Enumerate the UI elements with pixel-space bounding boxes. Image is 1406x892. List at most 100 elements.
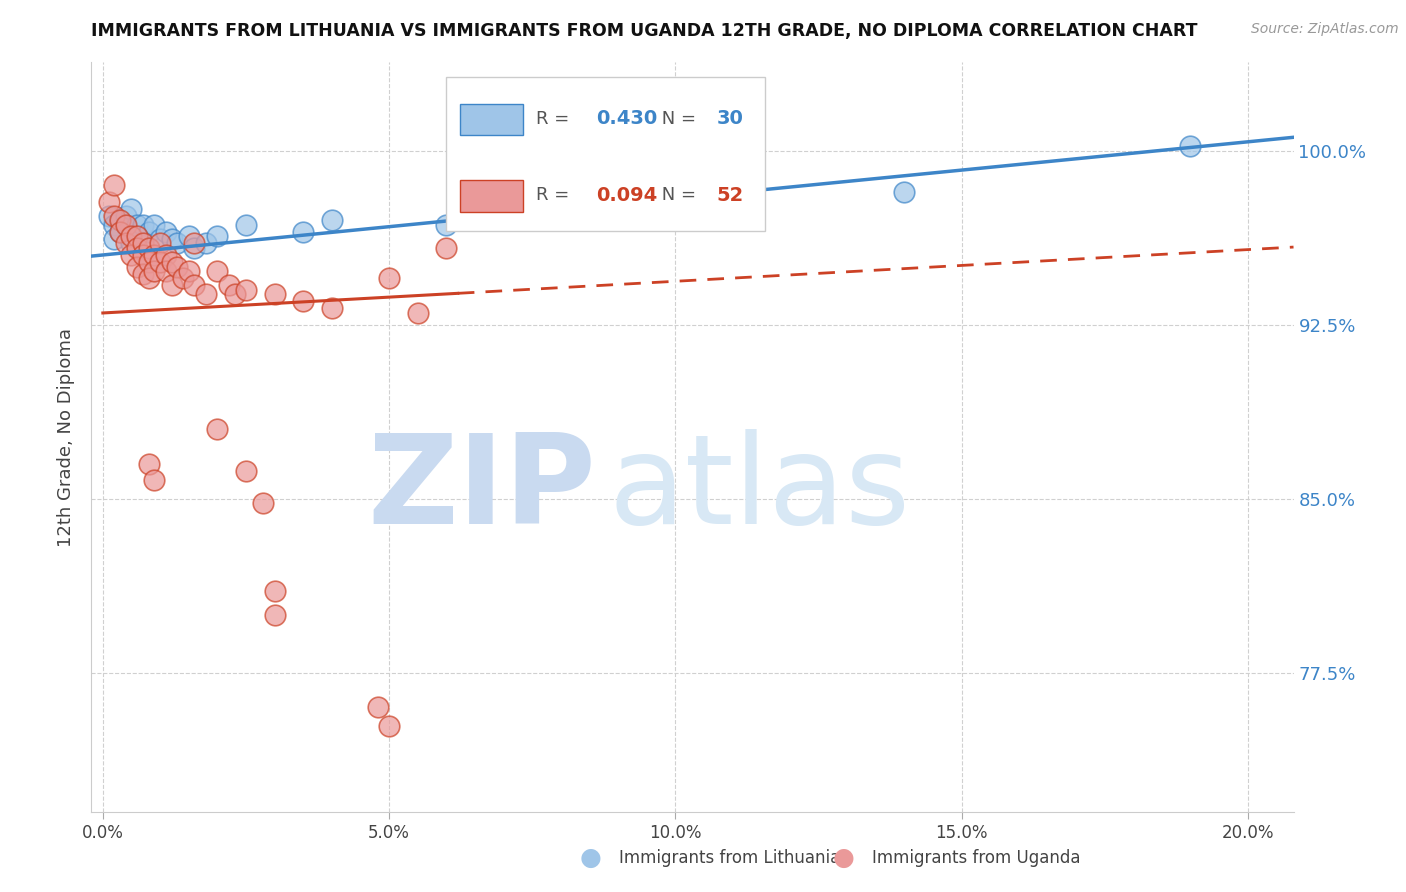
Point <box>155 264 177 278</box>
Point <box>127 260 149 274</box>
Point <box>97 194 120 209</box>
FancyBboxPatch shape <box>446 78 765 231</box>
Point <box>127 218 149 232</box>
Point <box>367 700 389 714</box>
Point <box>292 294 315 309</box>
Point <box>114 209 136 223</box>
Text: ●: ● <box>579 847 602 870</box>
Text: 30: 30 <box>717 109 744 128</box>
Point <box>149 255 172 269</box>
Point <box>172 271 194 285</box>
Point <box>132 248 155 262</box>
Point <box>434 218 457 232</box>
Text: IMMIGRANTS FROM LITHUANIA VS IMMIGRANTS FROM UGANDA 12TH GRADE, NO DIPLOMA CORRE: IMMIGRANTS FROM LITHUANIA VS IMMIGRANTS … <box>91 22 1198 40</box>
Point <box>235 464 257 478</box>
Point <box>434 241 457 255</box>
Point <box>321 301 343 316</box>
Point <box>378 271 401 285</box>
Point <box>97 209 120 223</box>
Text: atlas: atlas <box>609 429 911 550</box>
Point <box>149 232 172 246</box>
Point <box>263 584 285 599</box>
Point <box>108 225 131 239</box>
Point <box>252 496 274 510</box>
Point <box>108 213 131 227</box>
Text: ZIP: ZIP <box>367 429 596 550</box>
Point <box>263 287 285 301</box>
Point <box>143 248 166 262</box>
Point <box>406 306 429 320</box>
Point <box>464 194 486 209</box>
Point <box>218 278 240 293</box>
Text: 52: 52 <box>717 186 744 204</box>
Point <box>155 225 177 239</box>
Point <box>664 202 686 216</box>
Point <box>321 213 343 227</box>
Point <box>160 278 183 293</box>
Point <box>207 264 229 278</box>
Point <box>893 186 915 200</box>
Point <box>160 232 183 246</box>
Point <box>194 287 217 301</box>
Point <box>120 236 143 251</box>
Text: N =: N = <box>657 186 702 204</box>
Point <box>103 232 125 246</box>
Point <box>132 218 155 232</box>
Point <box>378 719 401 733</box>
Point <box>149 236 172 251</box>
Text: 0.430: 0.430 <box>596 109 658 128</box>
Point <box>292 225 315 239</box>
Point <box>194 236 217 251</box>
Bar <box>460 180 523 211</box>
Point <box>155 248 177 262</box>
Bar <box>460 103 523 135</box>
Point <box>120 248 143 262</box>
Point <box>103 218 125 232</box>
Point <box>235 283 257 297</box>
Point <box>263 607 285 622</box>
Point <box>127 229 149 244</box>
Point <box>114 236 136 251</box>
Point <box>207 229 229 244</box>
Point <box>177 229 200 244</box>
Point <box>108 213 131 227</box>
Point <box>127 241 149 255</box>
Text: Source: ZipAtlas.com: Source: ZipAtlas.com <box>1251 22 1399 37</box>
Point <box>183 278 205 293</box>
Point <box>166 260 188 274</box>
Point <box>183 236 205 251</box>
Point <box>108 225 131 239</box>
Point <box>138 457 160 471</box>
Text: ●: ● <box>832 847 855 870</box>
Point <box>127 229 149 244</box>
Text: Immigrants from Uganda: Immigrants from Uganda <box>872 849 1080 867</box>
Point <box>138 271 160 285</box>
Text: R =: R = <box>536 110 575 128</box>
Point <box>138 255 160 269</box>
Point <box>132 267 155 281</box>
Text: 0.094: 0.094 <box>596 186 658 204</box>
Text: R =: R = <box>536 186 575 204</box>
Point <box>207 422 229 436</box>
Point <box>160 255 183 269</box>
Point <box>120 202 143 216</box>
Point <box>224 287 246 301</box>
Y-axis label: 12th Grade, No Diploma: 12th Grade, No Diploma <box>58 327 76 547</box>
Point <box>183 241 205 255</box>
Point <box>235 218 257 232</box>
Point <box>177 264 200 278</box>
Point <box>143 218 166 232</box>
Point <box>103 209 125 223</box>
Text: Immigrants from Lithuania: Immigrants from Lithuania <box>619 849 839 867</box>
Point <box>138 241 160 255</box>
Point <box>132 236 155 251</box>
Text: N =: N = <box>657 110 702 128</box>
Point <box>166 236 188 251</box>
Point <box>103 178 125 193</box>
Point <box>138 225 160 239</box>
Point <box>1180 139 1202 153</box>
Point <box>114 218 136 232</box>
Point <box>120 229 143 244</box>
Point <box>143 264 166 278</box>
Point <box>114 218 136 232</box>
